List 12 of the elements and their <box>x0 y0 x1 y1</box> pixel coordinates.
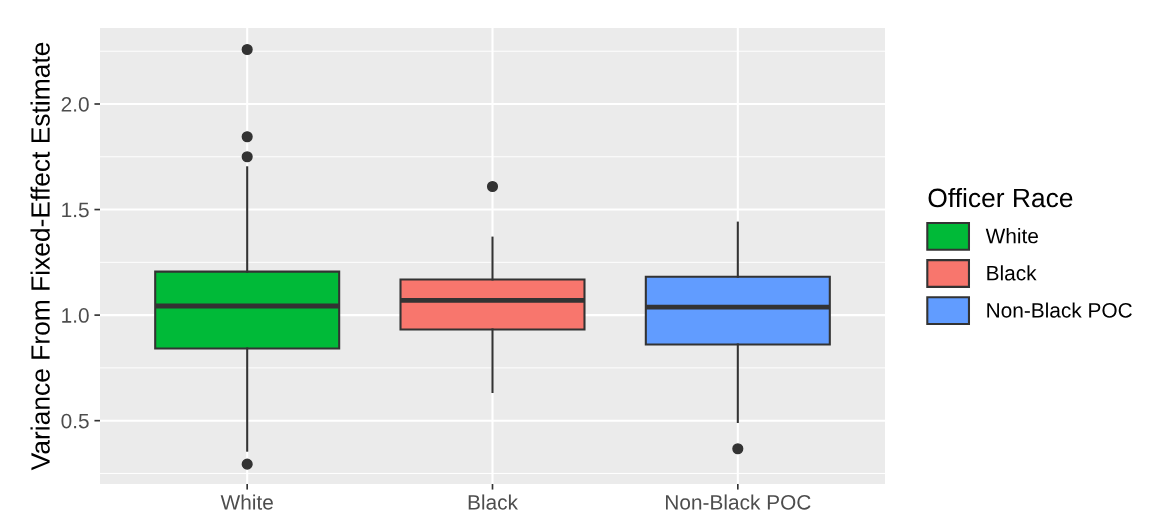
x-tick-label: Black <box>468 494 518 510</box>
legend-label: Black <box>987 265 1037 281</box>
legend-label: White <box>985 228 1038 244</box>
legend-title: Officer Race <box>928 187 1073 208</box>
y-tick-label: 2.0 <box>61 97 89 112</box>
x-tick-label: White <box>220 494 273 510</box>
x-tick-label: Non-Black POC <box>666 494 811 510</box>
y-tick-label: 0.5 <box>61 413 89 429</box>
y-axis-title: Variance From Fixed-Effect Estimate <box>30 42 50 471</box>
y-tick-label: 1.5 <box>62 202 89 218</box>
legend-label: Non-Black POC <box>987 302 1132 318</box>
y-tick-label: 1.0 <box>62 308 89 323</box>
